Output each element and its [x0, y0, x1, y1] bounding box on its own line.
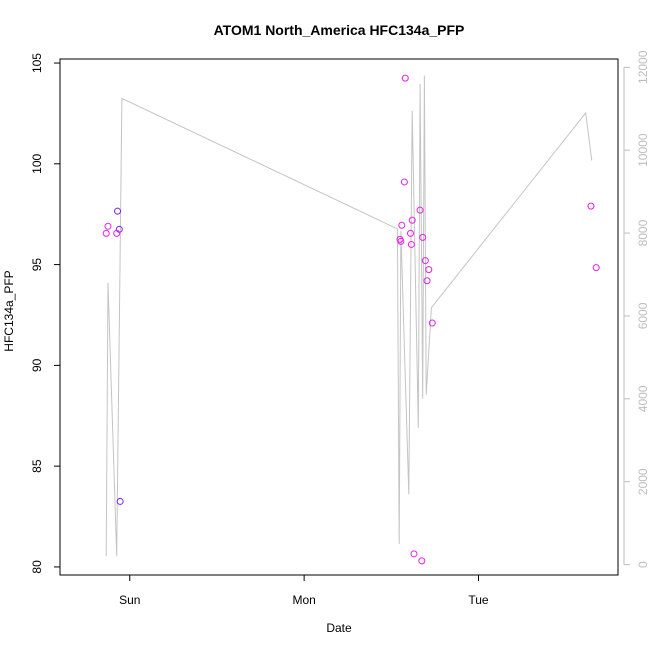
- y-axis-label: HFC134a_PFP: [2, 270, 16, 351]
- right-tick-label: 6000: [636, 302, 650, 329]
- data-point: [410, 550, 418, 558]
- left-axis: 80 85 90 95 100 105: [30, 53, 60, 574]
- data-point: [592, 264, 600, 272]
- data-point: [113, 229, 121, 237]
- data-point: [408, 216, 416, 224]
- plot-frame: [59, 58, 619, 576]
- data-point: [102, 229, 110, 237]
- right-tick-label: 2000: [636, 468, 650, 495]
- data-point: [418, 557, 426, 565]
- data-point: [397, 237, 405, 245]
- data-point: [116, 497, 124, 505]
- x-axis: Sun Mon Tue: [119, 575, 489, 607]
- x-axis-label: Date: [326, 621, 352, 635]
- data-point: [587, 202, 595, 210]
- data-point: [416, 206, 424, 214]
- data-point: [401, 74, 409, 82]
- right-tick-label: 4000: [636, 385, 650, 412]
- data-point: [114, 207, 122, 215]
- y-tick-label: 95: [30, 258, 44, 272]
- data-point: [398, 221, 406, 229]
- right-tick-label: 10000: [636, 133, 650, 167]
- data-point: [421, 257, 429, 265]
- data-point: [425, 266, 433, 274]
- y-tick-label: 80: [30, 560, 44, 574]
- right-tick-label: 12000: [636, 50, 650, 84]
- series-line: [105, 75, 593, 557]
- data-point: [419, 233, 427, 241]
- data-point: [104, 222, 112, 230]
- x-tick-label: Tue: [468, 593, 489, 607]
- y-tick-label: 90: [30, 358, 44, 372]
- data-point: [428, 319, 436, 327]
- data-point: [407, 240, 415, 248]
- right-axis: 0 2000 4000 6000 8000 10000 12000: [623, 50, 650, 568]
- y-tick-label: 105: [30, 53, 44, 73]
- data-point: [400, 178, 408, 186]
- scatter-points-layer: [102, 74, 600, 565]
- right-tick-label: 0: [636, 561, 650, 568]
- x-tick-label: Mon: [292, 593, 315, 607]
- y-tick-label: 85: [30, 459, 44, 473]
- x-tick-label: Sun: [119, 593, 140, 607]
- line-series-layer: [105, 75, 593, 557]
- y-tick-label: 100: [30, 153, 44, 173]
- data-point: [423, 277, 431, 285]
- chart-title: ATOM1 North_America HFC134a_PFP: [214, 22, 465, 38]
- right-tick-label: 8000: [636, 219, 650, 246]
- data-point: [406, 229, 414, 237]
